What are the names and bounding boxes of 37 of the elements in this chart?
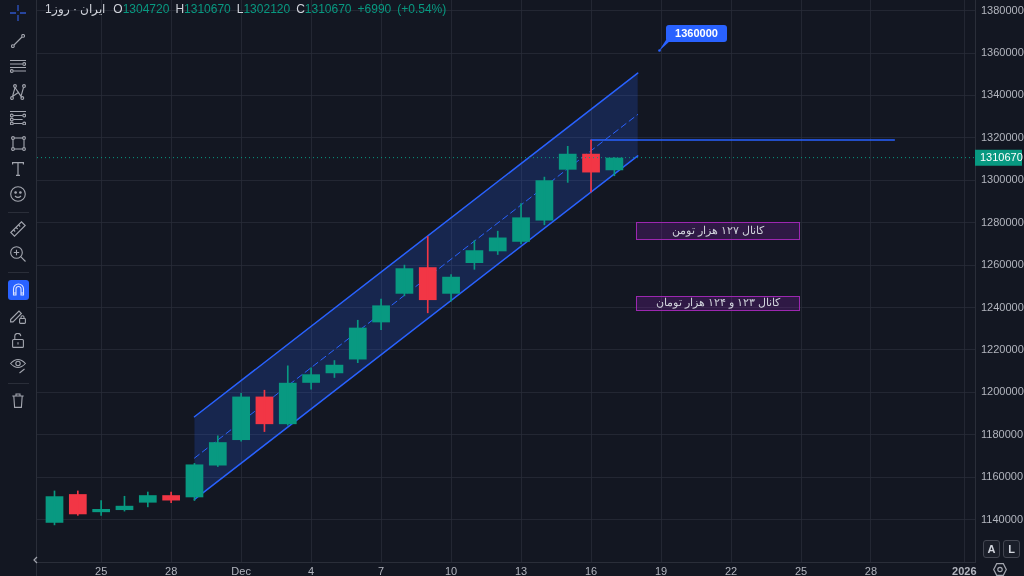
y-tick-label: 1160000 — [981, 470, 1024, 483]
x-tick-label: 22 — [724, 564, 738, 576]
candlestick — [68, 490, 87, 516]
y-tick-label: 1200000 — [981, 385, 1024, 398]
y-tick-label: 1300000 — [981, 173, 1024, 186]
x-tick-label: Dec — [231, 564, 252, 576]
x-tick-label: 4 — [308, 564, 315, 576]
chart-title: 1روز · ایران — [45, 2, 106, 17]
candlestick — [512, 203, 530, 245]
y-tick-label: 1360000 — [981, 46, 1024, 59]
y-tick-label: 1140000 — [981, 512, 1024, 525]
candlestick — [418, 236, 437, 314]
candlestick — [302, 367, 320, 390]
y-tick-label: 1320000 — [981, 130, 1024, 143]
candlestick — [138, 491, 157, 508]
x-tick-label: 28 — [165, 564, 178, 576]
candlestick — [442, 274, 460, 302]
x-tick-label: 19 — [654, 564, 668, 576]
x-tick-label: 10 — [444, 564, 458, 576]
x-tick-label: 7 — [378, 564, 385, 576]
x-tick-label: 16 — [584, 564, 598, 576]
text: O1304720 H1310670 L1302120 C1310670 +6990 (+0.54%) — [113, 2, 447, 17]
y-tick-label: 1380000 — [981, 3, 1024, 16]
y-tick-label: 1340000 — [981, 88, 1024, 101]
y-tick-label: 1280000 — [981, 215, 1024, 228]
x-tick-label: 13 — [514, 564, 528, 576]
x-tick-label: 28 — [864, 564, 878, 576]
ref-line-label: 1310670 — [980, 150, 1023, 163]
candlestick — [208, 435, 227, 467]
y-tick-label: 1220000 — [981, 342, 1024, 355]
y-tick-label: 1240000 — [981, 300, 1024, 313]
x-tick-label: 2026 — [952, 564, 977, 576]
y-tick-label: 1260000 — [981, 258, 1024, 271]
candlestick — [372, 298, 390, 331]
x-tick-label: 25 — [794, 564, 808, 576]
y-tick-label: 1180000 — [981, 427, 1024, 440]
x-tick-label: 25 — [95, 564, 108, 576]
